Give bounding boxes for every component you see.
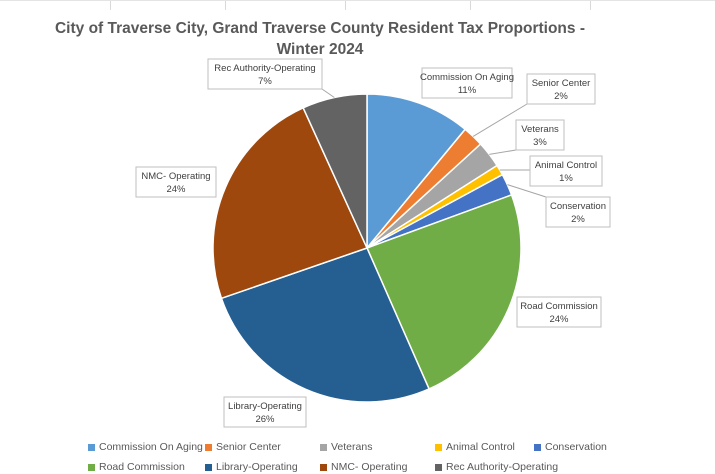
spreadsheet-gridline (345, 0, 346, 10)
leader-line (507, 184, 547, 198)
legend-swatch (88, 463, 95, 471)
spreadsheet-gridline (470, 0, 471, 10)
data-label-box (529, 155, 603, 187)
data-label-name: Conservation (550, 201, 606, 212)
legend-label: Commission On Aging (99, 441, 203, 453)
data-label-box (526, 73, 596, 105)
data-label-name: Rec Authority-Operating (214, 63, 315, 74)
spreadsheet-gridline (590, 0, 591, 10)
data-label-name: Animal Control (535, 160, 597, 171)
legend-label: Senior Center (216, 441, 281, 453)
data-label-percent: 7% (258, 76, 272, 87)
data-label-percent: 3% (533, 137, 547, 148)
leader-lines (321, 88, 547, 198)
data-label-name: Library-Operating (228, 401, 302, 412)
chart-title-line-2: Winter 2024 (276, 41, 364, 58)
legend-swatch (205, 443, 212, 451)
legend-item: Veterans (320, 441, 372, 453)
leader-line (472, 103, 528, 137)
data-label-percent: 11% (458, 85, 477, 96)
pie-slice-commission-on-aging (366, 93, 467, 251)
legend-item: Conservation (534, 441, 607, 453)
legend-item: Road Commission (88, 461, 185, 473)
legend-item: Senior Center (205, 441, 281, 453)
legend-label: Animal Control (446, 441, 515, 453)
data-label-percent: 24% (166, 184, 186, 195)
data-label-box (223, 396, 307, 428)
data-label-percent: 26% (255, 414, 275, 425)
data-label-percent: 2% (571, 214, 585, 225)
legend-item: Commission On Aging (88, 441, 203, 453)
leader-line (321, 88, 335, 98)
pie-slice-nmc-operating (212, 106, 369, 300)
chart-title: City of Traverse City, Grand Traverse Co… (40, 18, 600, 60)
legend-label: Conservation (545, 441, 607, 453)
legend-label: Veterans (331, 441, 373, 453)
legend-swatch (88, 443, 95, 451)
data-label-name: Senior Center (532, 78, 591, 89)
legend-swatch (320, 463, 327, 471)
data-label-percent: 24% (549, 314, 569, 325)
spreadsheet-gridline (225, 0, 226, 10)
data-label-percent: 1% (559, 173, 573, 184)
legend-swatch (435, 463, 442, 471)
data-label-box (135, 166, 217, 198)
legend-swatch (320, 443, 327, 451)
data-labels: Commission On Aging 11% Senior Center 2% Vet… (135, 58, 611, 428)
data-label-name: Commission On Aging (420, 72, 514, 83)
data-label-box (545, 196, 611, 228)
chart-title-line-1: City of Traverse City, Grand Traverse Co… (54, 20, 585, 37)
leader-line (489, 149, 517, 155)
data-label-box (515, 119, 565, 151)
legend-label: Rec Authority-Operating (446, 461, 559, 473)
legend-item: NMC- Operating (320, 461, 407, 473)
pie-slices (212, 93, 522, 403)
data-label-box (516, 296, 602, 328)
legend-swatch (534, 443, 541, 451)
legend-swatch (205, 463, 212, 471)
spreadsheet-gridline (110, 0, 111, 10)
data-label-name: NMC- Operating (141, 171, 210, 182)
data-label-name: Veterans (521, 124, 559, 135)
legend-label: NMC- Operating (331, 461, 408, 473)
data-label-box (421, 67, 513, 99)
legend-item: Library-Operating (205, 461, 298, 473)
legend-item: Rec Authority-Operating (435, 461, 558, 473)
data-label-box (207, 58, 323, 90)
legend-item: Animal Control (435, 441, 515, 453)
pie-slice-rec-authority-operating (302, 93, 368, 249)
legend-label: Library-Operating (216, 461, 298, 473)
pie-slice-library-operating (220, 247, 431, 403)
legend-label: Road Commission (99, 461, 185, 473)
data-label-name: Road Commission (520, 301, 598, 312)
spreadsheet-gridline (0, 0, 715, 1)
legend-swatch (435, 443, 442, 451)
pie-slice-road-commission (365, 193, 522, 390)
data-label-percent: 2% (554, 91, 568, 102)
